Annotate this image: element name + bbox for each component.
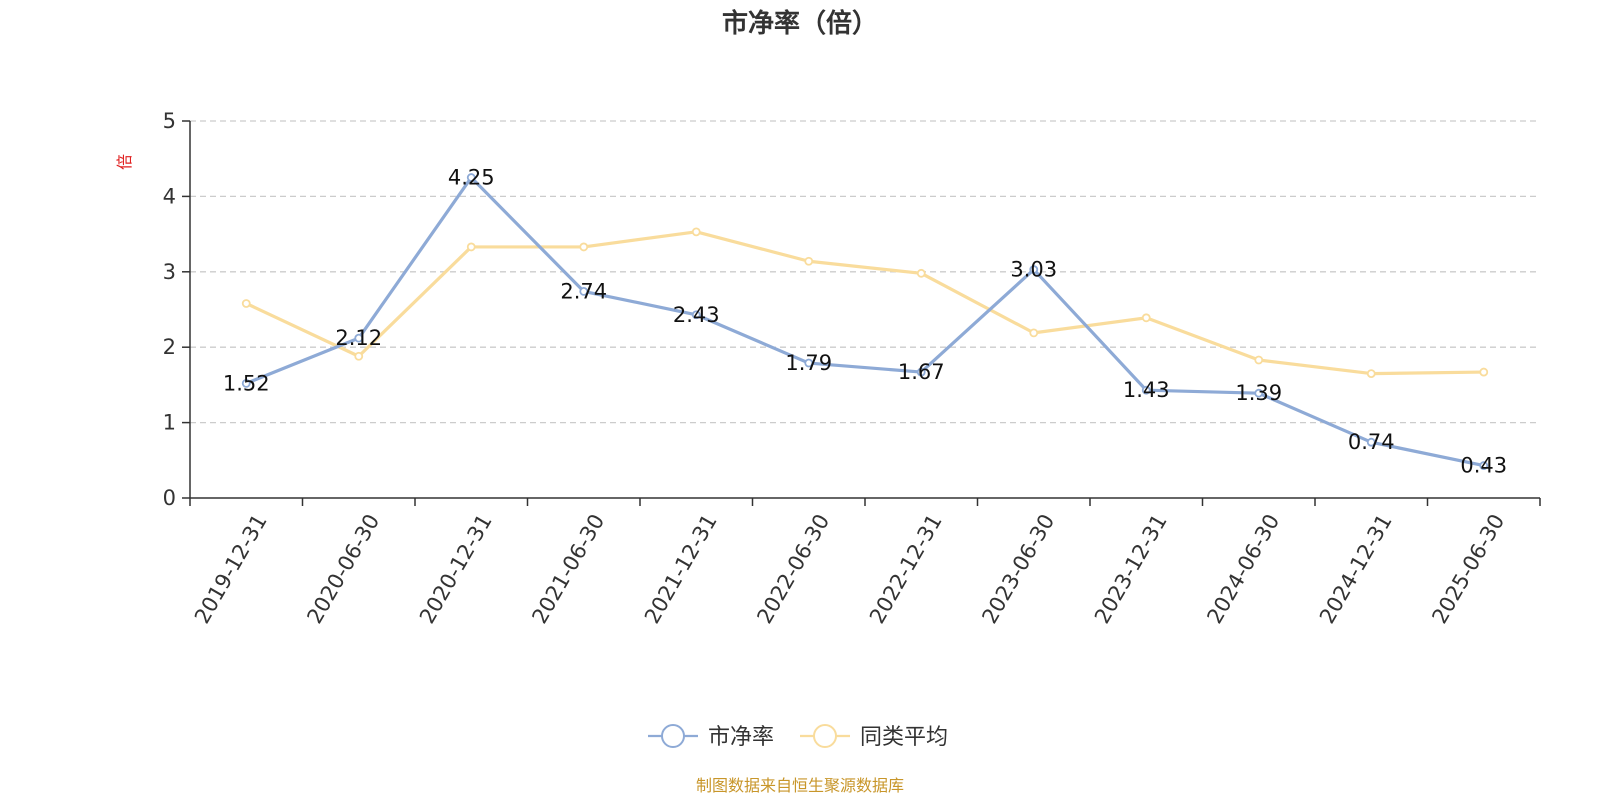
series-0-point-3 [579,287,589,296]
legend-label-1: 同类平均 [860,725,948,750]
x-tick-label-6: 2022-12-31 [865,510,947,628]
series-1-point-7 [1029,328,1039,338]
series-0-point-11 [1479,461,1489,470]
legend-marker-1 [813,724,837,748]
data-label-5: 1.79 [785,351,832,375]
y-axis-unit-label: 倍 [115,154,134,170]
series-1-point-10 [1366,369,1376,378]
data-source-note: 制图数据来自恒生聚源数据库 [696,776,904,795]
data-labels: 1.52 2.12 4.25 2.74 2.43 1.79 1.67 3.03 1.43 1.39… [223,166,1507,478]
data-label-11: 0.43 [1460,454,1507,478]
data-label-2: 4.25 [448,166,495,190]
series-1-point-6 [916,268,926,278]
series-1-point-2 [466,242,476,252]
x-tick-label-10: 2024-12-31 [1315,510,1397,628]
y-tick-label-1: 1 [163,411,176,435]
legend[interactable]: 市净率 同类平均 [648,724,948,750]
series-line-0 [244,175,1486,468]
series-1-point-9 [1254,355,1264,365]
y-tick-label-0: 0 [163,486,176,510]
data-label-3: 2.74 [560,279,607,303]
grid-lines [190,120,1540,424]
x-tick-label-9: 2024-06-30 [1202,510,1284,628]
x-tick-label-8: 2023-12-31 [1090,510,1172,628]
x-tick-label-0: 2019-12-31 [190,510,272,628]
y-tick-label-5: 5 [163,109,176,133]
series-0-point-8 [1141,385,1151,395]
series-0-point-0 [241,378,251,388]
series-0-point-2 [466,173,476,182]
data-label-0: 1.52 [223,371,270,395]
data-label-8: 1.43 [1123,378,1170,402]
series-0-point-7 [1029,265,1039,274]
legend-item-0[interactable]: 市净率 [648,724,774,750]
y-tick-label-3: 3 [163,260,176,284]
series-1-point-0 [241,299,251,308]
series-0-point-4 [691,310,701,320]
series-0-point-10 [1366,437,1376,447]
series-0-point-5 [804,358,814,368]
series-lines [241,173,1489,470]
series-1-point-11 [1479,367,1489,377]
series-1-point-1 [354,351,364,361]
data-label-6: 1.67 [898,360,945,384]
y-tick-label-4: 4 [163,184,176,208]
data-label-7: 3.03 [1010,258,1057,282]
x-tick-label-7: 2023-06-30 [977,510,1059,628]
series-0-point-6 [916,367,926,377]
legend-label-0: 市净率 [708,725,774,750]
legend-item-1[interactable]: 同类平均 [800,724,948,750]
series-1-point-4 [691,227,701,237]
data-label-4: 2.43 [673,303,720,327]
x-tick-label-5: 2022-06-30 [752,510,834,628]
series-1-point-3 [579,242,589,252]
x-tick-label-3: 2021-06-30 [527,510,609,628]
data-label-9: 1.39 [1235,381,1282,405]
series-0-point-9 [1254,388,1264,398]
data-label-10: 0.74 [1348,430,1395,454]
series-line-1 [244,230,1486,376]
series-0-point-1 [354,333,364,343]
series-1-point-5 [804,256,814,266]
x-tick-label-11: 2025-06-30 [1427,510,1509,628]
chart-title: 市净率（倍） [722,8,878,39]
x-tick-label-2: 2020-12-31 [415,510,497,628]
y-tick-label-2: 2 [163,335,176,359]
x-tick-label-4: 2021-12-31 [640,510,722,628]
x-tick-label-1: 2020-06-30 [302,510,384,628]
legend-marker-0 [661,724,685,748]
data-label-1: 2.12 [335,326,382,350]
series-1-point-8 [1141,313,1151,323]
